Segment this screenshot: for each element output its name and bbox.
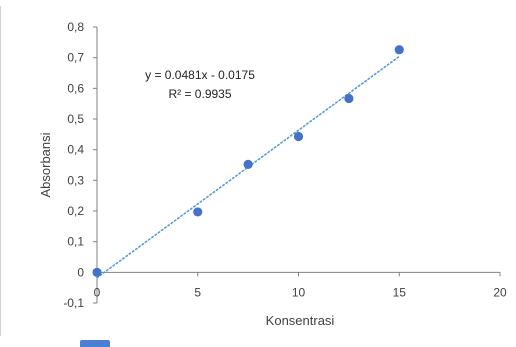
x-tick-label: 0 [94,285,101,299]
window-edge [0,6,1,336]
x-axis-title: Konsentrasi [266,313,335,328]
x-tick-label: 5 [194,285,201,299]
data-point [193,207,203,217]
y-tick-label: 0,8 [67,20,84,34]
y-tick-label: -0,1 [63,296,84,310]
x-tick-label: 10 [292,285,306,299]
y-tick-label: 0,5 [67,112,84,126]
data-points [92,45,404,277]
data-point [293,131,304,142]
resize-handle[interactable] [80,340,110,347]
y-tick-label: 0,2 [67,204,84,218]
y-axis-title: Absorbansi [38,132,53,197]
data-point [243,159,253,169]
data-point [92,267,102,277]
tick-labels: -0,1 0 0,1 0,2 0,3 0,4 0,5 0,6 0,7 0,8 0 5 10 15 20 [63,20,507,310]
y-tick-label: 0 [77,265,84,279]
y-tick-label: 0,7 [67,51,84,65]
y-tick-label: 0,3 [67,173,84,187]
r-squared-label: R² = 0.9935 [168,87,231,101]
y-tick-label: 0,1 [67,235,84,249]
trendline-equation: y = 0.0481x - 0.0175 [145,68,255,82]
data-point [394,45,404,55]
y-tick-label: 0,4 [67,143,84,157]
data-point [344,93,354,104]
y-tick-label: 0,6 [67,81,84,95]
x-tick-label: 20 [493,285,507,299]
x-tick-label: 15 [393,285,407,299]
